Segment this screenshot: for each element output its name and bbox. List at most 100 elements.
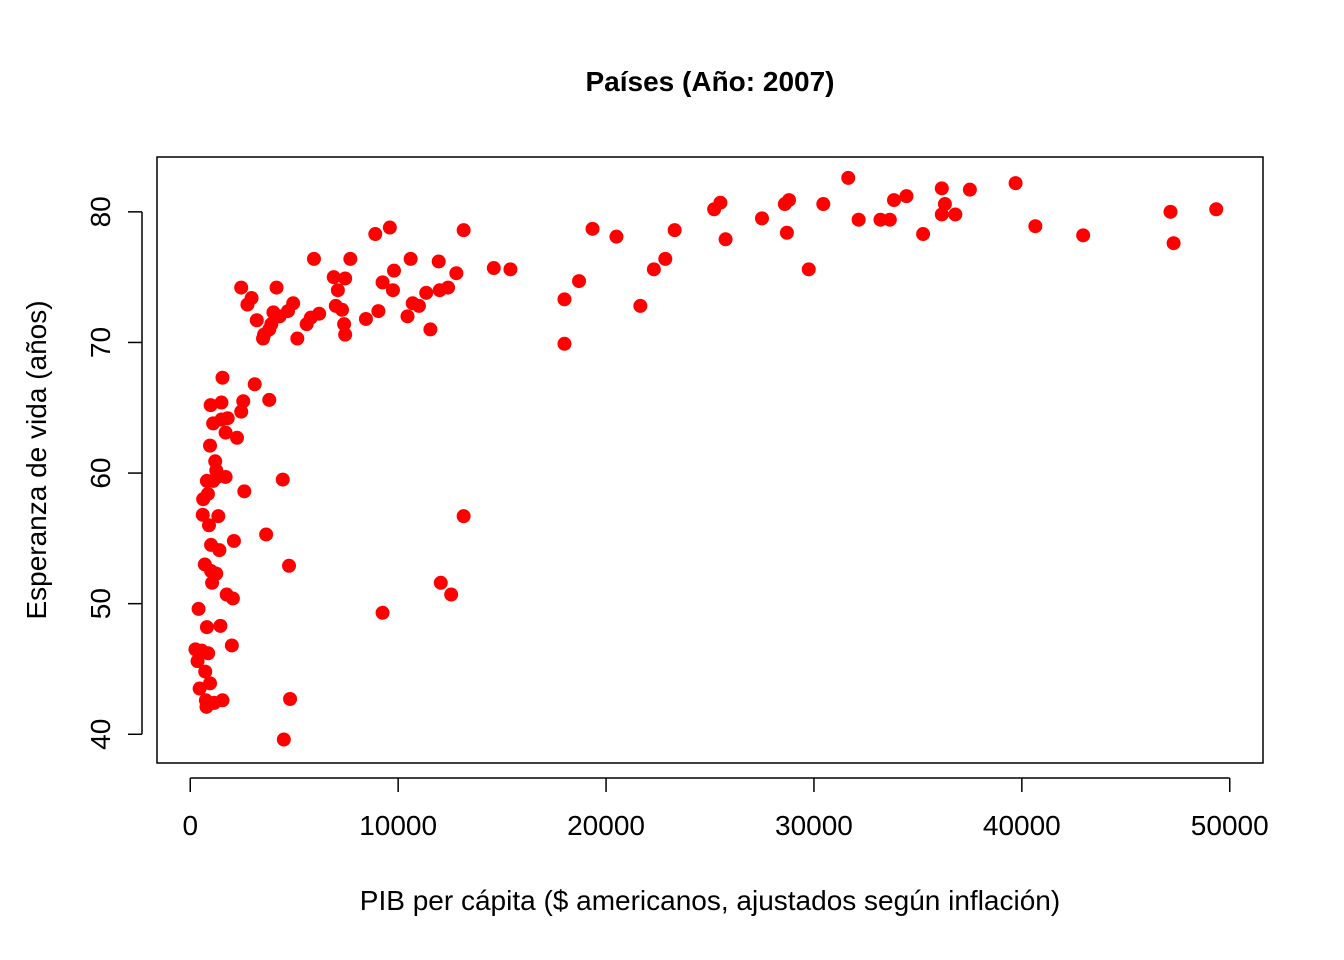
data-point <box>557 336 572 351</box>
data-point <box>375 605 390 620</box>
x-tick-label: 40000 <box>983 810 1061 841</box>
data-point <box>841 170 856 185</box>
data-point <box>201 646 216 661</box>
data-point <box>403 251 418 266</box>
y-tick-label: 80 <box>85 196 116 227</box>
plot-frame <box>156 156 1264 764</box>
x-tick-label: 0 <box>182 810 198 841</box>
data-point <box>337 317 352 332</box>
data-points <box>188 170 1224 747</box>
data-point <box>433 575 448 590</box>
data-point <box>209 566 224 581</box>
data-point <box>343 251 358 266</box>
data-point <box>215 693 230 708</box>
x-tick-label: 30000 <box>775 810 853 841</box>
data-point <box>658 251 673 266</box>
y-axis-label: Esperanza de vida (años) <box>21 300 52 619</box>
data-point <box>283 692 298 707</box>
data-point <box>290 331 305 346</box>
data-point <box>754 211 769 226</box>
data-point <box>234 280 249 295</box>
data-point <box>782 193 796 208</box>
data-point <box>400 309 415 324</box>
data-point <box>572 274 587 289</box>
data-point <box>1008 176 1023 191</box>
data-point <box>200 486 215 501</box>
data-point <box>358 311 373 326</box>
data-point <box>419 285 434 300</box>
data-point <box>234 404 249 419</box>
data-point <box>244 291 259 306</box>
data-point <box>312 306 327 321</box>
data-point <box>934 181 949 196</box>
data-point <box>218 425 233 440</box>
data-point <box>212 543 227 558</box>
data-point <box>431 254 446 269</box>
data-point <box>633 298 648 313</box>
data-point <box>801 262 816 277</box>
data-point <box>609 229 624 244</box>
data-point <box>282 558 297 573</box>
data-point <box>201 518 216 533</box>
data-point <box>330 283 345 298</box>
data-point <box>937 197 952 212</box>
data-point <box>286 296 301 311</box>
data-point <box>230 430 245 445</box>
data-point <box>456 509 471 524</box>
data-point <box>247 377 262 392</box>
data-point <box>203 438 218 453</box>
data-point <box>456 223 471 238</box>
data-point <box>441 280 456 295</box>
y-tick-label: 50 <box>85 588 116 619</box>
data-point <box>249 313 264 328</box>
data-point <box>224 638 239 653</box>
data-point <box>371 304 386 319</box>
data-point <box>220 411 235 426</box>
data-point <box>275 472 290 487</box>
x-axis: 0 10000 20000 30000 40000 50000 <box>182 777 1269 841</box>
data-point <box>259 527 274 542</box>
data-point <box>1209 202 1224 217</box>
data-point <box>203 398 218 413</box>
data-point <box>713 195 728 210</box>
data-point <box>192 681 207 696</box>
data-point <box>718 232 733 247</box>
chart-title: Países (Año: 2007) <box>586 66 835 97</box>
data-point <box>203 676 218 691</box>
data-point <box>385 283 400 298</box>
data-point <box>585 221 600 236</box>
data-point <box>886 193 901 208</box>
data-point <box>557 292 572 307</box>
x-tick-label: 50000 <box>1191 810 1269 841</box>
data-point <box>262 392 277 407</box>
y-tick-label: 70 <box>85 327 116 358</box>
data-point <box>387 263 401 278</box>
data-point <box>214 395 229 410</box>
data-point <box>237 484 252 499</box>
data-point <box>326 270 341 285</box>
data-point <box>199 620 214 635</box>
data-point <box>269 280 284 295</box>
data-point <box>503 262 518 277</box>
data-point <box>375 275 390 290</box>
y-tick-label: 60 <box>85 457 116 488</box>
data-point <box>218 469 233 484</box>
x-axis-label: PIB per cápita ($ americanos, ajustados … <box>360 885 1060 916</box>
data-point <box>225 591 240 606</box>
y-axis: 40 50 60 70 80 <box>85 196 143 750</box>
data-point <box>382 220 397 235</box>
data-point <box>486 261 501 276</box>
data-point <box>1166 236 1181 251</box>
data-point <box>962 182 977 197</box>
data-point <box>195 507 210 522</box>
data-point <box>215 370 230 385</box>
data-point <box>211 509 226 524</box>
data-point <box>444 587 459 602</box>
data-point <box>667 223 682 238</box>
data-point <box>816 197 831 212</box>
x-tick-label: 20000 <box>567 810 645 841</box>
data-point <box>851 212 866 227</box>
data-point <box>423 322 438 337</box>
data-point <box>213 618 228 633</box>
